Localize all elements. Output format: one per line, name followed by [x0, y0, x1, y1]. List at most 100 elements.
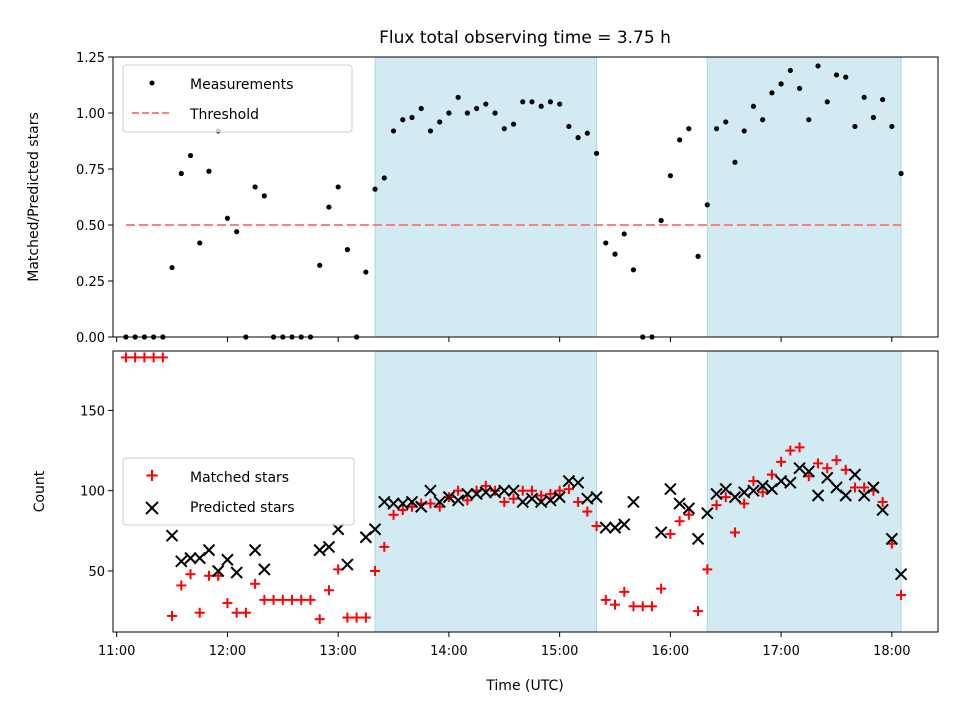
measurement-point: [557, 101, 563, 107]
measurement-point: [206, 168, 212, 174]
bottom-legend: + Matched stars Predicted stars: [122, 457, 355, 526]
legend-predicted-marker: [145, 501, 159, 515]
matched-star-point: [702, 564, 713, 575]
measurement-point: [335, 184, 341, 190]
matched-star-point: [545, 488, 556, 499]
measurement-point: [898, 170, 904, 177]
matched-star-point: [323, 585, 334, 596]
measurement-point: [880, 96, 886, 103]
matched-star-point: [517, 485, 528, 496]
matched-star-point: [554, 485, 565, 496]
matched-star-point: [379, 541, 390, 552]
matched-star-point: [213, 570, 224, 581]
matched-star-point: [388, 509, 399, 520]
matched-star-point: [342, 612, 353, 623]
matched-star-point: [646, 601, 657, 612]
predicted-star-point: [608, 521, 622, 534]
matched-star-point: [729, 527, 740, 538]
y-tick-label: 50: [88, 565, 105, 580]
predicted-star-point: [728, 490, 742, 504]
top-shaded-regions: [374, 56, 902, 338]
predicted-star-point: [599, 521, 612, 534]
matched-star-point: [480, 480, 491, 491]
measurements-series: [123, 63, 904, 340]
matched-star-point: [665, 529, 676, 540]
matched-star-point: [739, 498, 750, 509]
matched-star-point: [148, 352, 159, 363]
predicted-star-point: [867, 481, 880, 494]
matched-star-point: [886, 538, 897, 549]
matched-star-point: [757, 487, 768, 498]
matched-star-point: [287, 594, 298, 605]
predicted-star-point: [618, 518, 631, 531]
measurement-point: [769, 90, 775, 96]
predicted-star-point: [544, 494, 557, 507]
predicted-star-point: [498, 484, 511, 497]
bottom-axes-frame: [112, 350, 939, 633]
matched-star-point: [360, 612, 371, 623]
measurement-point: [584, 130, 590, 136]
measurement-point: [492, 110, 498, 116]
matched-star-point: [849, 482, 860, 493]
measurement-point: [833, 72, 840, 78]
measurement-point: [437, 119, 443, 125]
predicted-star-point: [876, 503, 889, 517]
measurement-point: [760, 117, 766, 123]
measurement-point: [501, 126, 507, 132]
predicted-star-point: [331, 523, 345, 536]
measurement-point: [603, 240, 609, 246]
matched-star-point: [139, 352, 150, 363]
matched-star-point: [785, 445, 796, 456]
measurement-point: [224, 215, 231, 221]
matched-star-point: [434, 501, 445, 512]
legend-box: [122, 64, 353, 133]
measurement-point: [575, 135, 581, 141]
legend-label-measurements: Measurements: [190, 77, 293, 93]
matched-star-point: [194, 607, 205, 618]
measurement-point: [178, 170, 184, 177]
matched-star-point: [610, 599, 621, 610]
predicted-star-point: [368, 523, 382, 536]
measurement-point: [326, 204, 332, 210]
y-tick-label: 0.50: [76, 219, 105, 234]
top-y-axis: 0.00 0.25 0.50 0.75 1.00 1.25: [76, 51, 113, 346]
legend-measurement-marker: [149, 80, 155, 86]
matched-star-point: [526, 485, 537, 496]
predicted-star-point: [682, 502, 696, 515]
predicted-star-point: [784, 476, 797, 489]
matched-star-point: [831, 455, 842, 466]
matched-star-point: [813, 458, 824, 469]
predicted-star-point: [885, 532, 899, 546]
predicted-star-point: [848, 468, 862, 481]
measurement-point: [621, 231, 627, 237]
predicted-star-point: [258, 563, 271, 576]
matched-star-point: [591, 521, 602, 532]
measurement-point: [750, 103, 757, 109]
measurement-point: [695, 253, 701, 259]
matched-star-point: [130, 352, 141, 363]
predicted-star-point: [341, 558, 354, 571]
measurement-point: [566, 123, 572, 130]
matched-star-point: [277, 594, 288, 605]
measurement-point: [732, 159, 738, 165]
predicted-star-point: [230, 566, 243, 579]
matched-star-point: [822, 463, 833, 474]
measurement-point: [483, 101, 489, 107]
measurement-point: [390, 128, 397, 134]
measurement-point: [510, 121, 517, 127]
measurement-point: [686, 126, 692, 132]
measurement-point: [317, 262, 323, 268]
measurement-point: [658, 217, 664, 224]
measurement-point: [796, 85, 803, 91]
predicted-star-point: [461, 487, 474, 501]
predicted-star-point: [405, 495, 419, 509]
measurement-point: [538, 103, 544, 109]
measurement-point: [473, 105, 480, 112]
predicted-star-point: [627, 495, 640, 509]
predicted-star-point: [248, 543, 262, 557]
predicted-star-point: [479, 486, 493, 499]
legend-label-threshold: Threshold: [189, 107, 259, 123]
matched-star-point: [776, 456, 787, 467]
measurement-point: [197, 240, 203, 246]
matched-star-point: [637, 601, 648, 612]
